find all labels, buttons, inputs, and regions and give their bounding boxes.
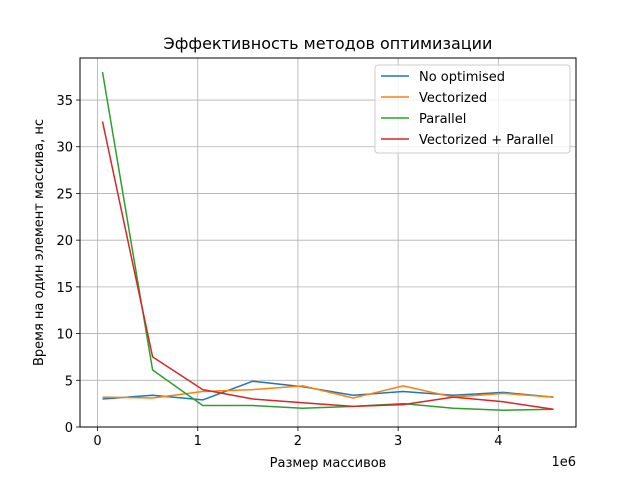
x-tick-label: 1 — [194, 434, 202, 449]
y-tick-label: 20 — [56, 234, 73, 249]
x-axis-offset-label: 1e6 — [551, 455, 576, 470]
legend-label: No optimised — [419, 70, 505, 85]
y-tick-label: 30 — [56, 141, 73, 156]
x-tick-label: 3 — [394, 434, 402, 449]
x-tick-label: 0 — [93, 434, 101, 449]
grid-lines — [80, 58, 576, 428]
series-line-2 — [102, 385, 554, 399]
chart-title: Эффективность методов оптимизации — [164, 34, 493, 53]
series-line-1 — [102, 380, 554, 401]
legend: No optimised Vectorized Parallel Vectorized… — [374, 64, 571, 154]
legend-box — [374, 64, 571, 154]
plot-frame — [79, 57, 577, 428]
legend-label: Vectorized + Parallel — [419, 133, 554, 148]
y-tick-label: 0 — [65, 421, 73, 436]
x-axis: 0 1 2 3 4 — [93, 427, 502, 449]
legend-label: Vectorized — [419, 91, 487, 106]
y-tick-label: 35 — [56, 94, 73, 109]
y-tick-label: 15 — [56, 281, 73, 296]
y-tick-label: 25 — [56, 187, 73, 202]
y-tick-label: 5 — [65, 374, 73, 389]
series-lines — [101, 71, 554, 411]
y-axis: 0 5 10 15 20 25 30 35 — [56, 94, 80, 436]
legend-label: Parallel — [419, 112, 466, 127]
series-line-4 — [101, 121, 554, 411]
x-axis-label: Размер массивов — [270, 456, 387, 471]
y-tick-label: 10 — [56, 328, 73, 343]
y-axis-label: Время на один элемент массива, нс — [32, 119, 47, 366]
x-tick-label: 4 — [494, 434, 502, 449]
x-tick-label: 2 — [294, 434, 302, 449]
series-line-3 — [101, 71, 554, 411]
